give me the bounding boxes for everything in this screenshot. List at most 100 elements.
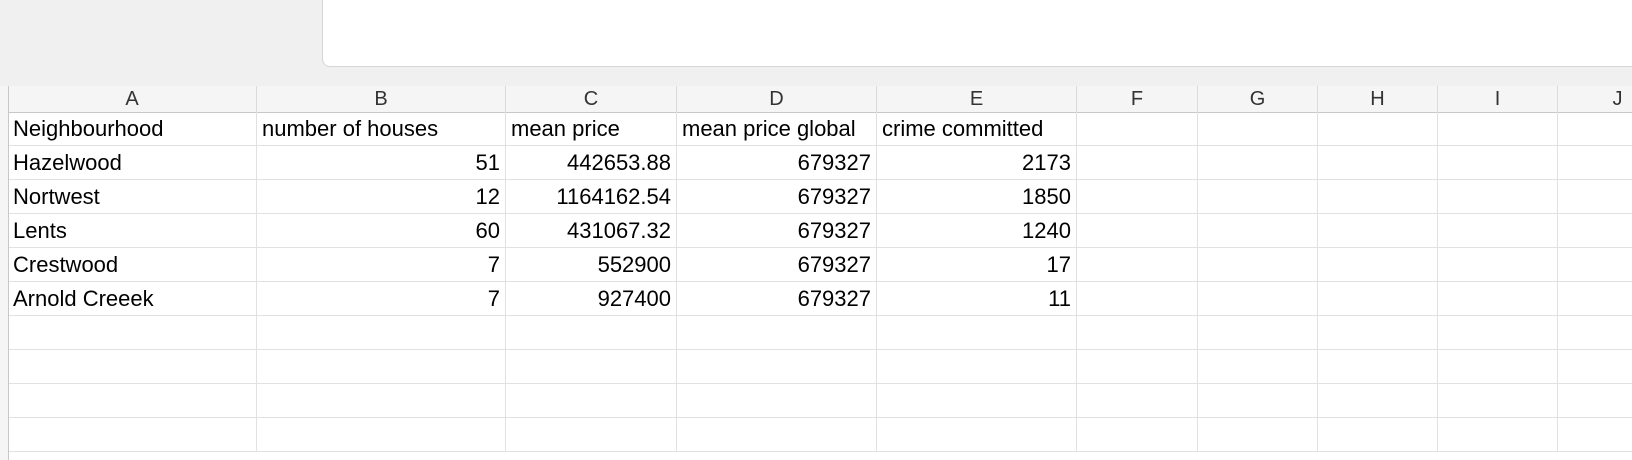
cell-c9[interactable] — [506, 384, 677, 418]
cell-a8[interactable] — [8, 350, 257, 384]
column-header-f[interactable]: F — [1077, 86, 1198, 112]
cell-f5[interactable] — [1077, 248, 1198, 282]
cell-h9[interactable] — [1318, 384, 1438, 418]
cell-b6[interactable]: 7 — [257, 282, 506, 316]
cell-a2[interactable]: Hazelwood — [8, 146, 257, 180]
cell-a9[interactable] — [8, 384, 257, 418]
cell-c3[interactable]: 1164162.54 — [506, 180, 677, 214]
cell-h1[interactable] — [1318, 112, 1438, 146]
cell-c2[interactable]: 442653.88 — [506, 146, 677, 180]
cell-j2[interactable] — [1558, 146, 1632, 180]
column-header-h[interactable]: H — [1318, 86, 1438, 112]
cell-j4[interactable] — [1558, 214, 1632, 248]
cell-d5[interactable]: 679327 — [677, 248, 877, 282]
cell-a1[interactable]: Neighbourhood — [8, 112, 257, 146]
cell-i6[interactable] — [1438, 282, 1558, 316]
cell-e9[interactable] — [877, 384, 1077, 418]
cell-f2[interactable] — [1077, 146, 1198, 180]
formula-input[interactable] — [322, 0, 1632, 67]
cell-g4[interactable] — [1198, 214, 1318, 248]
cell-g1[interactable] — [1198, 112, 1318, 146]
cell-j1[interactable] — [1558, 112, 1632, 146]
cell-a10[interactable] — [8, 418, 257, 452]
cell-e7[interactable] — [877, 316, 1077, 350]
cell-a3[interactable]: Nortwest — [8, 180, 257, 214]
column-header-e[interactable]: E — [877, 86, 1077, 112]
cell-c4[interactable]: 431067.32 — [506, 214, 677, 248]
column-header-j[interactable]: J — [1558, 86, 1632, 112]
cell-i5[interactable] — [1438, 248, 1558, 282]
cell-f1[interactable] — [1077, 112, 1198, 146]
cell-d2[interactable]: 679327 — [677, 146, 877, 180]
column-header-a[interactable]: A — [8, 86, 257, 112]
cell-e6[interactable]: 11 — [877, 282, 1077, 316]
cell-h4[interactable] — [1318, 214, 1438, 248]
cell-h5[interactable] — [1318, 248, 1438, 282]
cell-h7[interactable] — [1318, 316, 1438, 350]
cell-a5[interactable]: Crestwood — [8, 248, 257, 282]
cell-f3[interactable] — [1077, 180, 1198, 214]
cell-i3[interactable] — [1438, 180, 1558, 214]
cell-c8[interactable] — [506, 350, 677, 384]
cell-b10[interactable] — [257, 418, 506, 452]
cell-h10[interactable] — [1318, 418, 1438, 452]
cell-c7[interactable] — [506, 316, 677, 350]
cell-c10[interactable] — [506, 418, 677, 452]
cell-b5[interactable]: 7 — [257, 248, 506, 282]
cell-c5[interactable]: 552900 — [506, 248, 677, 282]
cell-j10[interactable] — [1558, 418, 1632, 452]
cell-j8[interactable] — [1558, 350, 1632, 384]
cell-f8[interactable] — [1077, 350, 1198, 384]
cell-g6[interactable] — [1198, 282, 1318, 316]
cell-i2[interactable] — [1438, 146, 1558, 180]
cell-i7[interactable] — [1438, 316, 1558, 350]
cell-b7[interactable] — [257, 316, 506, 350]
cell-d4[interactable]: 679327 — [677, 214, 877, 248]
cell-b1[interactable]: number of houses — [257, 112, 506, 146]
cell-d3[interactable]: 679327 — [677, 180, 877, 214]
cell-g3[interactable] — [1198, 180, 1318, 214]
cell-j5[interactable] — [1558, 248, 1632, 282]
cell-e1[interactable]: crime committed — [877, 112, 1077, 146]
cell-i8[interactable] — [1438, 350, 1558, 384]
cell-h8[interactable] — [1318, 350, 1438, 384]
cell-a7[interactable] — [8, 316, 257, 350]
cell-a6[interactable]: Arnold Creeek — [8, 282, 257, 316]
cell-e8[interactable] — [877, 350, 1077, 384]
cell-f9[interactable] — [1077, 384, 1198, 418]
cell-h6[interactable] — [1318, 282, 1438, 316]
cell-b8[interactable] — [257, 350, 506, 384]
column-header-g[interactable]: G — [1198, 86, 1318, 112]
cell-j9[interactable] — [1558, 384, 1632, 418]
cell-g2[interactable] — [1198, 146, 1318, 180]
cell-a4[interactable]: Lents — [8, 214, 257, 248]
cell-e3[interactable]: 1850 — [877, 180, 1077, 214]
cell-b4[interactable]: 60 — [257, 214, 506, 248]
cell-e10[interactable] — [877, 418, 1077, 452]
cell-j3[interactable] — [1558, 180, 1632, 214]
cell-b2[interactable]: 51 — [257, 146, 506, 180]
cell-h2[interactable] — [1318, 146, 1438, 180]
cell-f7[interactable] — [1077, 316, 1198, 350]
cell-g10[interactable] — [1198, 418, 1318, 452]
cell-f6[interactable] — [1077, 282, 1198, 316]
column-header-i[interactable]: I — [1438, 86, 1558, 112]
cell-e5[interactable]: 17 — [877, 248, 1077, 282]
cell-d1[interactable]: mean price global — [677, 112, 877, 146]
cell-g7[interactable] — [1198, 316, 1318, 350]
cell-b3[interactable]: 12 — [257, 180, 506, 214]
cell-i4[interactable] — [1438, 214, 1558, 248]
cell-g5[interactable] — [1198, 248, 1318, 282]
cell-f4[interactable] — [1077, 214, 1198, 248]
cell-i1[interactable] — [1438, 112, 1558, 146]
cell-e2[interactable]: 2173 — [877, 146, 1077, 180]
cell-d10[interactable] — [677, 418, 877, 452]
column-header-b[interactable]: B — [257, 86, 506, 112]
cell-d9[interactable] — [677, 384, 877, 418]
cell-d7[interactable] — [677, 316, 877, 350]
cell-f10[interactable] — [1077, 418, 1198, 452]
cell-g9[interactable] — [1198, 384, 1318, 418]
column-header-d[interactable]: D — [677, 86, 877, 112]
cell-e4[interactable]: 1240 — [877, 214, 1077, 248]
